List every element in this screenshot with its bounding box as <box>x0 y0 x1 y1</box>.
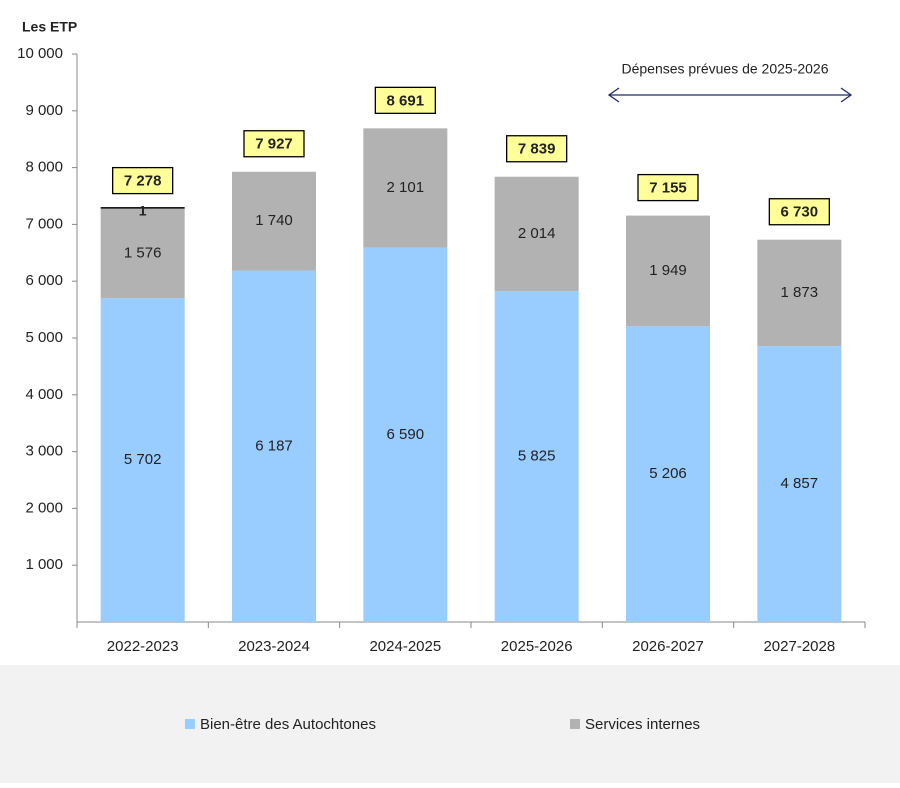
value-label: 2 101 <box>387 179 425 196</box>
total-label: 7 155 <box>649 180 687 197</box>
value-label: 5 206 <box>649 465 687 482</box>
bar-segment <box>100 298 185 622</box>
bar-segment <box>494 176 579 292</box>
annotation: Dépenses prévues de 2025-2026 <box>621 61 828 77</box>
value-label: 6 590 <box>387 426 425 443</box>
annotation-arrow <box>607 87 853 103</box>
bar-segment <box>232 171 316 271</box>
bar-segment <box>626 326 710 622</box>
total-label: 6 730 <box>781 204 819 221</box>
x-tick-label: 2025-2026 <box>501 638 573 655</box>
bar-segment <box>232 270 316 622</box>
total-box <box>637 173 699 202</box>
x-tick-label: 2024-2025 <box>369 638 441 655</box>
legend-swatch <box>185 719 195 729</box>
total-label: 8 691 <box>387 92 425 109</box>
value-label: 1 <box>139 202 147 218</box>
total-label: 7 278 <box>124 173 162 190</box>
y-tick-label: 3 000 <box>25 443 63 460</box>
y-tick-label: 5 000 <box>25 329 63 346</box>
value-label: 6 187 <box>255 437 293 454</box>
total-label: 7 927 <box>255 136 293 153</box>
y-tick-label: 10 000 <box>17 45 63 62</box>
bar-segment <box>494 291 579 622</box>
x-tick-label: 2022-2023 <box>107 638 179 655</box>
value-label: 4 857 <box>781 475 819 492</box>
x-tick-label: 2026-2027 <box>632 638 704 655</box>
y-tick-label: 8 000 <box>25 159 63 176</box>
bar-segment <box>626 215 710 327</box>
value-label: 5 702 <box>124 451 162 468</box>
total-box <box>374 86 436 115</box>
legend-label: Bien-être des Autochtones <box>200 716 376 733</box>
legend-label: Services internes <box>585 716 700 733</box>
total-label: 7 839 <box>518 141 556 158</box>
total-box <box>768 198 830 226</box>
y-tick-label: 1 000 <box>25 556 63 573</box>
legend-swatch <box>570 719 580 729</box>
value-label: 1 576 <box>124 244 162 261</box>
bar-segment <box>363 128 448 248</box>
value-label: 1 873 <box>781 284 819 301</box>
y-tick-label: 7 000 <box>25 215 63 232</box>
value-label: 1 740 <box>255 212 293 229</box>
y-tick-label: 9 000 <box>25 102 63 119</box>
bar-segment <box>363 247 448 623</box>
y-tick-label: 6 000 <box>25 272 63 289</box>
y-tick-label: 4 000 <box>25 386 63 403</box>
bar-segment <box>100 208 185 299</box>
total-box <box>506 135 568 163</box>
x-tick-label: 2023-2024 <box>238 638 310 655</box>
x-tick-label: 2027-2028 <box>763 638 835 655</box>
bar-segment <box>100 207 185 209</box>
y-tick-label: 2 000 <box>25 499 63 516</box>
total-box <box>243 130 305 158</box>
value-label: 1 949 <box>649 262 687 279</box>
bar-segment <box>757 239 842 347</box>
value-label: 2 014 <box>518 225 556 242</box>
value-label: 5 825 <box>518 448 556 465</box>
total-box <box>112 166 174 195</box>
y-axis-title: Les ETP <box>22 19 77 35</box>
bar-segment <box>757 346 842 622</box>
